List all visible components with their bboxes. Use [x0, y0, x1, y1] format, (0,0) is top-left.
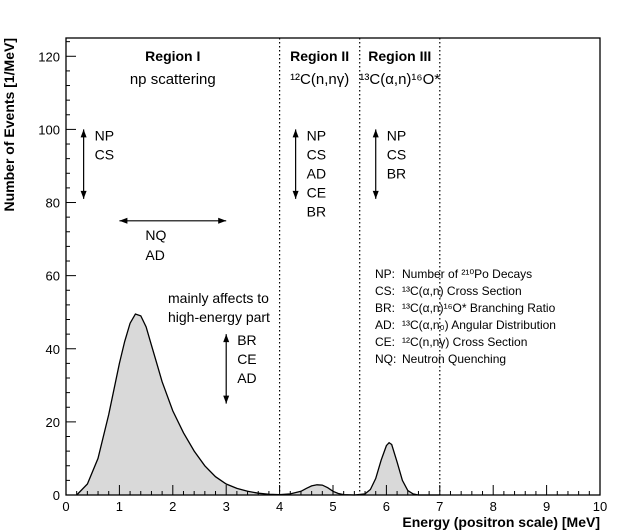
arrow-label: CS [95, 146, 114, 162]
x-axis-label: Energy (positron scale) [MeV] [402, 514, 600, 530]
x-tick-label: 6 [383, 499, 390, 514]
arrow-head [80, 129, 87, 138]
y-axis: 0 20 40 60 80 100 120 [38, 41, 76, 503]
legend-abbr: NQ: [375, 352, 396, 366]
arrow-4: NP CS BR [372, 127, 406, 199]
legend: NP: Number of ²¹⁰Po Decays CS: ¹³C(α,n) Cro… [375, 267, 556, 366]
arrow-2: NQ AD [119, 217, 227, 263]
x-tick-label: 3 [223, 499, 230, 514]
x-tick-label: 5 [329, 499, 336, 514]
arrow-label: AD [307, 165, 326, 181]
arrow-label: NP [95, 127, 114, 143]
arrow-label: CE [307, 184, 326, 200]
x-tick-label: 10 [593, 499, 607, 514]
x-tick-label: 7 [436, 499, 443, 514]
legend-text: ¹³C(α,n₀) Angular Distribution [402, 318, 556, 332]
legend-text: ¹³C(α,n) Cross Section [402, 284, 522, 298]
arrow-3: NP CS AD CE BR [292, 127, 326, 219]
x-tick-label: 9 [543, 499, 550, 514]
legend-abbr: CS: [375, 284, 395, 298]
arrow-1: NP CS [80, 127, 114, 199]
arrow-label: BR [237, 332, 256, 348]
arrow-label: BR [307, 203, 326, 219]
region-subtitle-2: ¹²C(n,nγ) [290, 71, 349, 88]
y-tick-label: 80 [46, 196, 60, 211]
arrow-head [80, 190, 87, 199]
x-axis: 0 1 2 3 4 5 6 7 8 9 10 [62, 485, 607, 514]
y-tick-label: 100 [38, 122, 60, 137]
legend-abbr: AD: [375, 318, 395, 332]
x-tick-label: 0 [62, 499, 69, 514]
arrow-label: NQ [145, 227, 166, 243]
legend-abbr: NP: [375, 267, 395, 281]
arrow-label: AD [237, 370, 256, 386]
arrow-head [292, 190, 299, 199]
x-tick-label: 4 [276, 499, 283, 514]
legend-abbr: CE: [375, 335, 395, 349]
region-subtitle-1: np scattering [130, 71, 216, 88]
annotation-line-2: high-energy part [168, 309, 270, 325]
x-tick-label: 1 [116, 499, 123, 514]
annotation-line-1: mainly affects to [168, 290, 269, 306]
legend-text: Number of ²¹⁰Po Decays [402, 267, 532, 281]
arrow-label: BR [387, 165, 406, 181]
arrow-head [372, 190, 379, 199]
y-axis-label: Number of Events [1/MeV] [1, 38, 17, 211]
arrow-head [223, 334, 230, 343]
arrow-label: CS [387, 146, 406, 162]
spectrum-area [76, 314, 440, 495]
y-tick-label: 40 [46, 342, 60, 357]
spectrum-line [76, 313, 440, 496]
region-title-2: Region II [290, 48, 349, 64]
arrow-label: NP [307, 127, 326, 143]
y-tick-label: 0 [53, 488, 60, 503]
arrow-head [223, 395, 230, 404]
arrow-head [218, 217, 227, 224]
y-tick-label: 20 [46, 415, 60, 430]
legend-abbr: BR: [375, 301, 395, 315]
arrow-head [119, 217, 128, 224]
legend-text: ¹²C(n,nγ) Cross Section [402, 335, 527, 349]
legend-text: Neutron Quenching [402, 352, 506, 366]
region-title-3: Region III [368, 48, 431, 64]
arrow-head [372, 129, 379, 138]
arrow-label: CE [237, 351, 256, 367]
region-subtitle-3: ¹³C(α,n)¹⁶O* [359, 71, 440, 88]
arrow-head [292, 129, 299, 138]
x-tick-label: 8 [490, 499, 497, 514]
arrow-label: AD [145, 247, 164, 263]
y-tick-label: 60 [46, 269, 60, 284]
arrow-label: NP [387, 127, 406, 143]
arrow-5: BR CE AD [223, 332, 257, 404]
arrow-label: CS [307, 146, 326, 162]
region-title-1: Region I [145, 48, 200, 64]
y-tick-label: 120 [38, 49, 60, 64]
legend-text: ¹³C(α,n)¹⁶O* Branching Ratio [402, 301, 556, 315]
x-tick-label: 2 [169, 499, 176, 514]
